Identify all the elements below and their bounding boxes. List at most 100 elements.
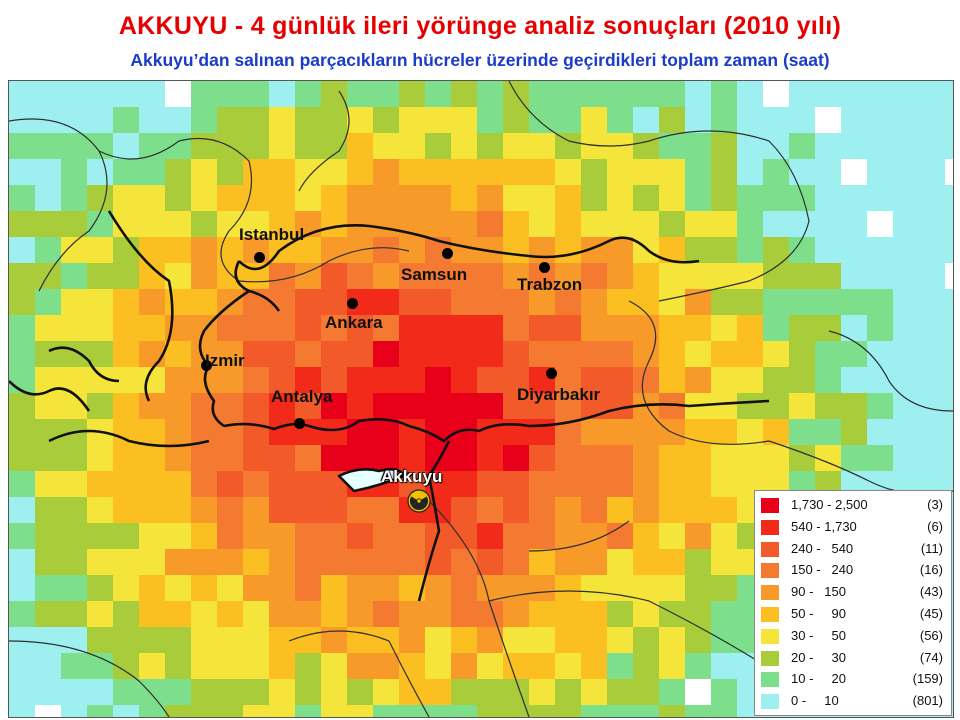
grid-cell [269, 575, 295, 601]
grid-cell [581, 653, 607, 679]
grid-cell [295, 263, 321, 289]
grid-cell [581, 289, 607, 315]
grid-cell [425, 107, 451, 133]
grid-cell [893, 159, 919, 185]
grid-cell [711, 653, 737, 679]
grid-cell [841, 185, 867, 211]
grid-cell [659, 289, 685, 315]
grid-cell [347, 445, 373, 471]
grid-cell [217, 341, 243, 367]
grid-cell [321, 601, 347, 627]
grid-cell [763, 133, 789, 159]
grid-cell [737, 367, 763, 393]
grid-cell [815, 341, 841, 367]
grid-cell [243, 211, 269, 237]
grid-cell [139, 653, 165, 679]
grid-cell [685, 81, 711, 107]
grid-cell [295, 705, 321, 717]
grid-cell [503, 237, 529, 263]
grid-cell [399, 393, 425, 419]
grid-cell [269, 679, 295, 705]
grid-cell [113, 107, 139, 133]
grid-cell [763, 211, 789, 237]
grid-cell [269, 367, 295, 393]
grid-cell [217, 367, 243, 393]
grid-cell [945, 419, 953, 445]
grid-cell [893, 445, 919, 471]
grid-cell [919, 367, 945, 393]
grid-cell [425, 445, 451, 471]
grid-cell [633, 133, 659, 159]
grid-cell [61, 315, 87, 341]
grid-cell [581, 601, 607, 627]
grid-cell [243, 107, 269, 133]
city-label: Ankara [325, 313, 383, 332]
grid-cell [685, 549, 711, 575]
grid-cell [945, 393, 953, 419]
grid-cell [373, 107, 399, 133]
grid-cell [555, 107, 581, 133]
grid-cell [399, 289, 425, 315]
grid-cell [191, 679, 217, 705]
grid-cell [763, 159, 789, 185]
legend-row: 90 - 150 (43) [755, 582, 951, 603]
grid-cell [711, 237, 737, 263]
city-dot-icon [442, 248, 453, 259]
grid-cell [295, 237, 321, 263]
grid-cell [113, 471, 139, 497]
grid-cell [529, 315, 555, 341]
grid-cell [9, 471, 35, 497]
grid-cell [685, 133, 711, 159]
grid-cell [35, 679, 61, 705]
grid-cell [321, 497, 347, 523]
grid-cell [295, 81, 321, 107]
legend-count: (801) [912, 693, 943, 709]
grid-cell [139, 627, 165, 653]
grid-cell [945, 133, 953, 159]
grid-cell [61, 289, 87, 315]
legend-row: 50 - 90 (45) [755, 604, 951, 625]
grid-cell [659, 185, 685, 211]
grid-cell [165, 497, 191, 523]
grid-cell [139, 159, 165, 185]
grid-cell [581, 107, 607, 133]
grid-cell [373, 549, 399, 575]
grid-cell [633, 445, 659, 471]
city-dot-icon [546, 368, 557, 379]
grid-cell [867, 159, 893, 185]
grid-cell [321, 263, 347, 289]
grid-cell [9, 185, 35, 211]
grid-cell [529, 523, 555, 549]
grid-cell [399, 341, 425, 367]
grid-cell [139, 341, 165, 367]
grid-cell [425, 393, 451, 419]
grid-cell [191, 81, 217, 107]
grid-cell [165, 159, 191, 185]
grid-cell [61, 523, 87, 549]
legend-count: (11) [920, 540, 943, 556]
grid-cell [425, 627, 451, 653]
grid-cell [555, 159, 581, 185]
grid-cell [191, 159, 217, 185]
grid-cell [893, 367, 919, 393]
grid-cell [815, 445, 841, 471]
grid-cell [165, 445, 191, 471]
grid-cell [373, 263, 399, 289]
grid-cell [815, 263, 841, 289]
grid-cell [711, 107, 737, 133]
grid-cell [35, 393, 61, 419]
grid-cell [711, 367, 737, 393]
grid-cell [139, 211, 165, 237]
grid-cell [633, 549, 659, 575]
grid-cell [659, 549, 685, 575]
grid-cell [269, 81, 295, 107]
grid-cell [217, 445, 243, 471]
map-area[interactable]: Istanbul Samsun Trabzon Ankara Izmir Antalya D… [8, 80, 954, 718]
grid-cell [711, 575, 737, 601]
grid-cell [867, 185, 893, 211]
map-subtitle: Akkuyu’dan salınan parçacıkların hücrele… [130, 50, 830, 70]
grid-cell [893, 211, 919, 237]
grid-cell [35, 445, 61, 471]
grid-cell [425, 653, 451, 679]
trajectory-grid-map[interactable] [9, 81, 953, 717]
